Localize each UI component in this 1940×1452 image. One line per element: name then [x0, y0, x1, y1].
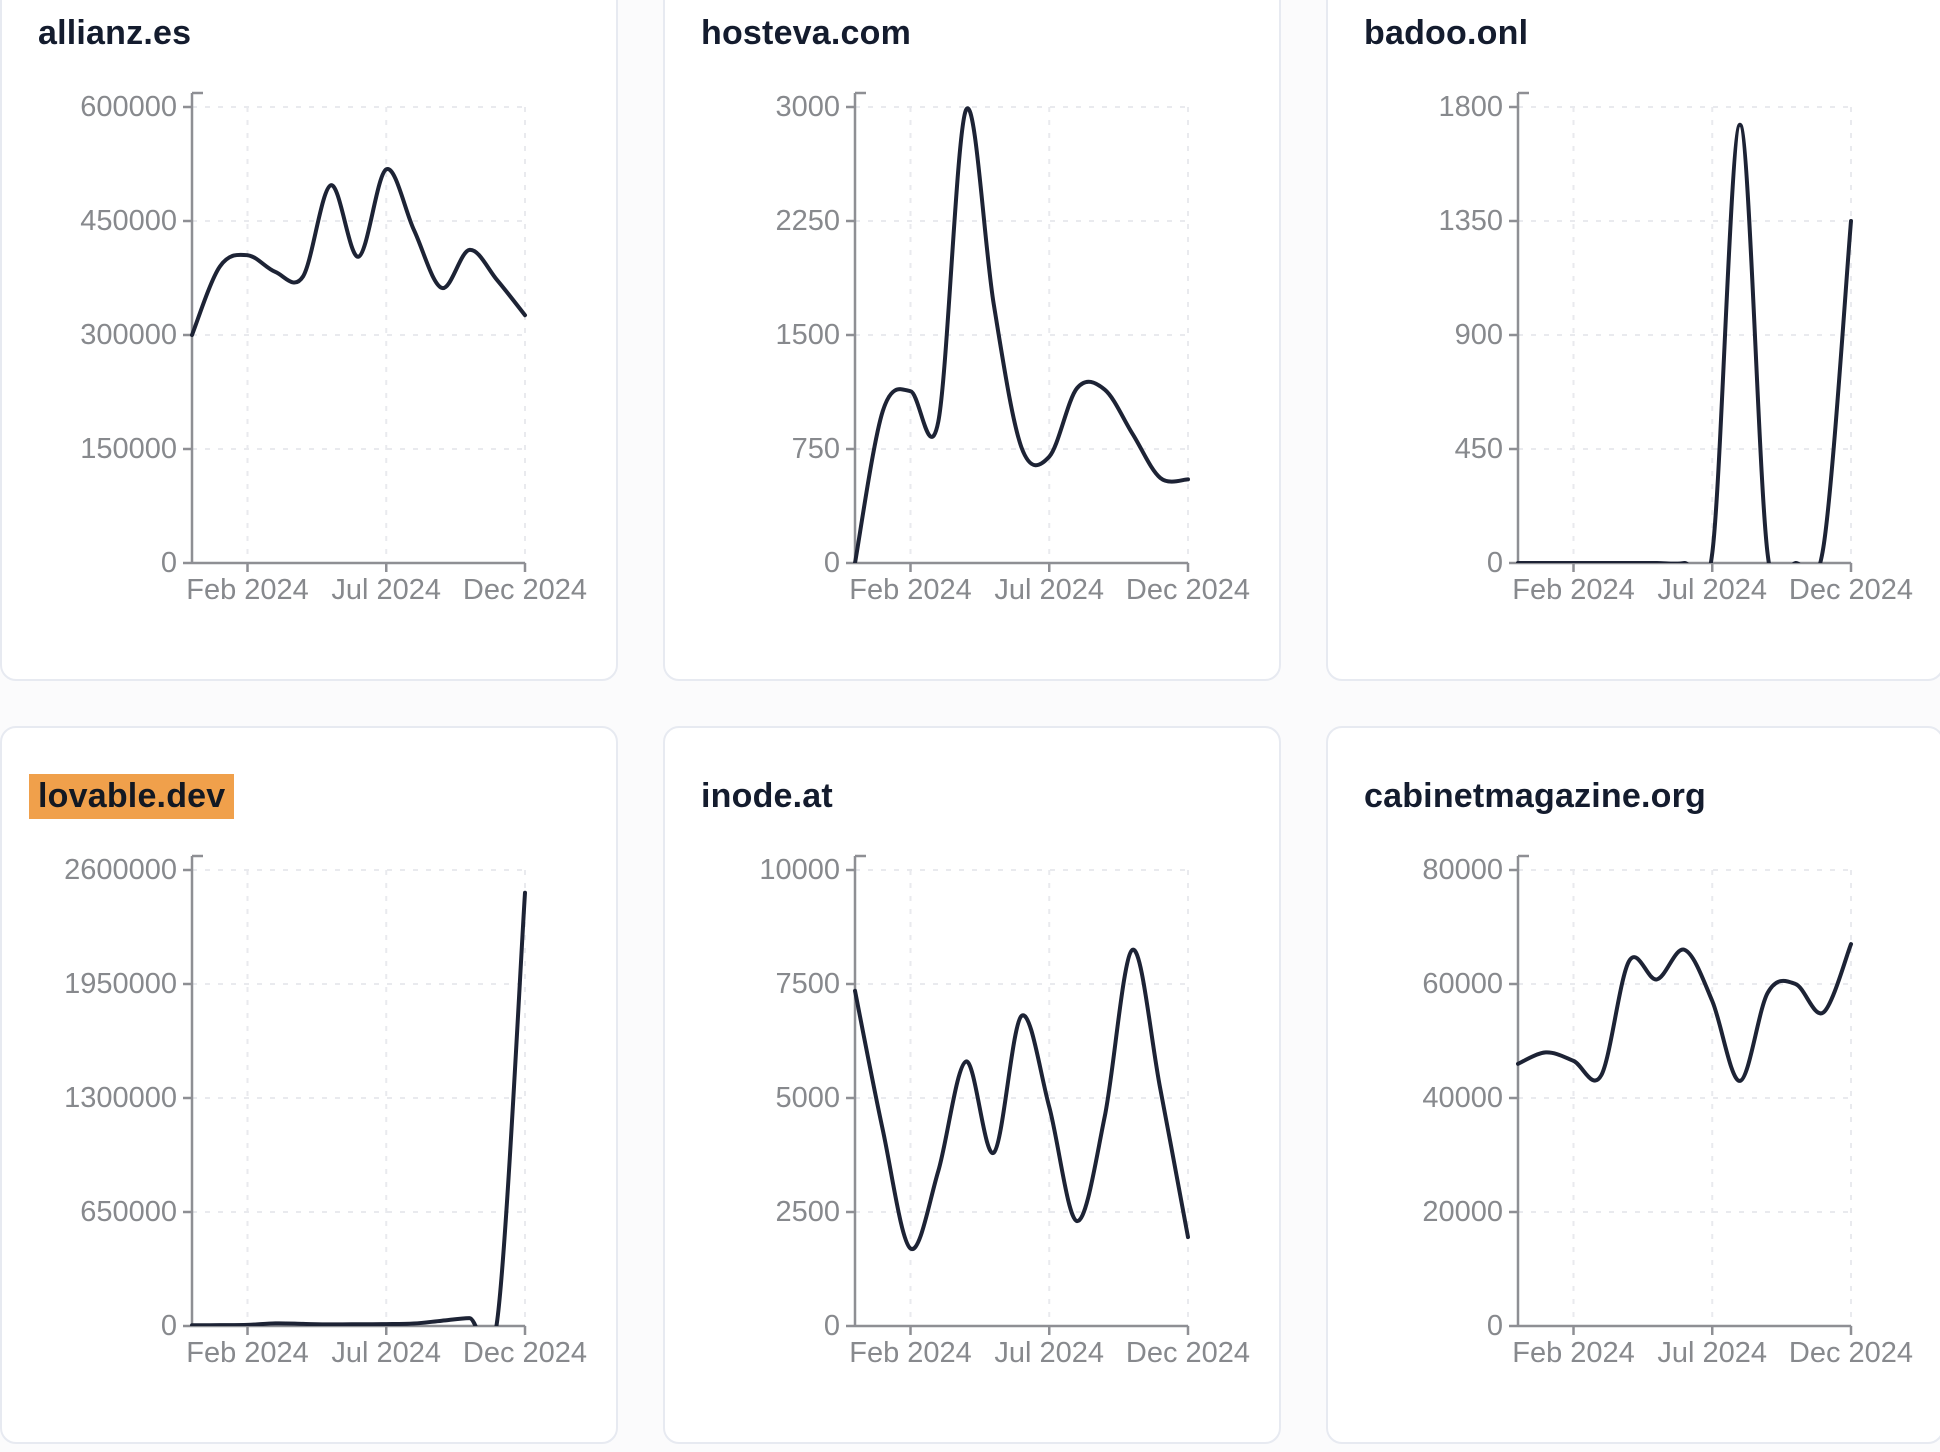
svg-text:650000: 650000	[80, 1196, 177, 1228]
svg-text:0: 0	[824, 1310, 840, 1342]
domain-name: lovable.dev	[29, 774, 235, 819]
svg-text:1500: 1500	[775, 319, 840, 351]
svg-text:300000: 300000	[80, 319, 177, 351]
chart-card-allianz-es[interactable]: allianz.es 0 150000 300000 450000 600000 Feb …	[0, 0, 618, 681]
chart-card-hosteva-com[interactable]: hosteva.com 0 750 1500 2250 3000 Feb 2024 Jul …	[663, 0, 1281, 681]
svg-text:Jul 2024: Jul 2024	[1657, 574, 1767, 606]
chart-title: cabinetmagazine.org	[1364, 776, 1706, 816]
svg-text:Jul 2024: Jul 2024	[994, 1337, 1104, 1369]
svg-text:750: 750	[792, 433, 840, 465]
svg-text:Dec 2024: Dec 2024	[463, 1337, 587, 1369]
svg-text:7500: 7500	[775, 968, 840, 1000]
svg-text:2600000: 2600000	[64, 854, 177, 886]
svg-text:10000: 10000	[759, 854, 840, 886]
chart-card-inode-at[interactable]: inode.at 0 2500 5000 7500 10000 Feb 2024 Jul 2…	[663, 726, 1281, 1444]
svg-text:1800: 1800	[1438, 91, 1503, 123]
domain-name: hosteva.com	[701, 14, 912, 52]
chart-card-cabinetmagazine-org[interactable]: cabinetmagazine.org 0 20000 40000 60000 8000…	[1326, 726, 1940, 1444]
domain-name: allianz.es	[38, 14, 192, 52]
svg-text:80000: 80000	[1422, 854, 1503, 886]
svg-text:40000: 40000	[1422, 1082, 1503, 1114]
svg-text:Feb 2024: Feb 2024	[1512, 1337, 1635, 1369]
domain-name: cabinetmagazine.org	[1364, 777, 1706, 815]
svg-text:2250: 2250	[775, 205, 840, 237]
chart-card-lovable-dev[interactable]: lovable.dev 0 650000 1300000 1950000 2600000…	[0, 726, 618, 1444]
svg-text:1350: 1350	[1438, 205, 1503, 237]
svg-text:Dec 2024: Dec 2024	[1789, 1337, 1913, 1369]
svg-text:60000: 60000	[1422, 968, 1503, 1000]
chart-title: badoo.onl	[1364, 13, 1528, 53]
svg-text:Feb 2024: Feb 2024	[849, 1337, 972, 1369]
svg-text:1950000: 1950000	[64, 968, 177, 1000]
svg-text:600000: 600000	[80, 91, 177, 123]
svg-text:Dec 2024: Dec 2024	[1789, 574, 1913, 606]
svg-text:Feb 2024: Feb 2024	[1512, 574, 1635, 606]
traffic-line-chart: 0 2500 5000 7500 10000 Feb 2024 Jul 2024 Dec 20…	[759, 854, 1250, 1369]
svg-text:Dec 2024: Dec 2024	[1126, 574, 1250, 606]
svg-text:Jul 2024: Jul 2024	[1657, 1337, 1767, 1369]
svg-text:900: 900	[1455, 319, 1503, 351]
svg-text:0: 0	[824, 547, 840, 579]
traffic-line-chart: 0 650000 1300000 1950000 2600000 Feb 2024 Jul …	[64, 854, 587, 1369]
traffic-line-chart: 0 150000 300000 450000 600000 Feb 2024 Jul 202…	[80, 91, 587, 606]
svg-text:Feb 2024: Feb 2024	[849, 574, 972, 606]
chart-title: lovable.dev	[29, 774, 235, 819]
svg-text:0: 0	[161, 547, 177, 579]
svg-text:Feb 2024: Feb 2024	[186, 1337, 309, 1369]
svg-text:Jul 2024: Jul 2024	[331, 1337, 441, 1369]
domain-name: inode.at	[701, 777, 833, 815]
chart-title: inode.at	[701, 776, 833, 816]
svg-text:150000: 150000	[80, 433, 177, 465]
svg-text:Dec 2024: Dec 2024	[463, 574, 587, 606]
svg-text:450000: 450000	[80, 205, 177, 237]
svg-text:1300000: 1300000	[64, 1082, 177, 1114]
traffic-line-chart: 0 20000 40000 60000 80000 Feb 2024 Jul 2024 Dec…	[1422, 854, 1913, 1369]
svg-text:3000: 3000	[775, 91, 840, 123]
svg-text:Jul 2024: Jul 2024	[331, 574, 441, 606]
chart-title: hosteva.com	[701, 13, 911, 53]
svg-text:450: 450	[1455, 433, 1503, 465]
svg-text:20000: 20000	[1422, 1196, 1503, 1228]
svg-text:0: 0	[1487, 547, 1503, 579]
svg-text:0: 0	[1487, 1310, 1503, 1342]
chart-title: allianz.es	[38, 13, 191, 53]
domain-name: badoo.onl	[1364, 14, 1529, 52]
svg-text:Jul 2024: Jul 2024	[994, 574, 1104, 606]
svg-text:Dec 2024: Dec 2024	[1126, 1337, 1250, 1369]
traffic-line-chart: 0 750 1500 2250 3000 Feb 2024 Jul 2024 Dec 2024	[775, 91, 1250, 606]
svg-text:2500: 2500	[775, 1196, 840, 1228]
chart-card-badoo-onl[interactable]: badoo.onl 0 450 900 1350 1800 Feb 2024 Jul 202…	[1326, 0, 1940, 681]
svg-text:Feb 2024: Feb 2024	[186, 574, 309, 606]
svg-text:0: 0	[161, 1310, 177, 1342]
svg-text:5000: 5000	[775, 1082, 840, 1114]
traffic-line-chart: 0 450 900 1350 1800 Feb 2024 Jul 2024 Dec 2024	[1438, 91, 1913, 606]
